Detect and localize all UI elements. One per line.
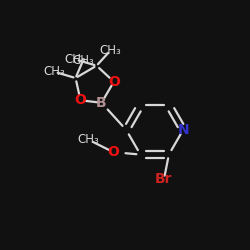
Text: CH₃: CH₃	[72, 54, 94, 67]
Text: O: O	[107, 145, 119, 159]
Text: Br: Br	[155, 172, 173, 186]
Text: B: B	[96, 96, 107, 110]
Text: CH₃: CH₃	[99, 44, 121, 57]
Text: O: O	[108, 75, 120, 89]
Text: CH₃: CH₃	[44, 65, 66, 78]
Text: CH₃: CH₃	[78, 133, 100, 146]
Text: CH₃: CH₃	[65, 53, 86, 66]
Text: O: O	[74, 93, 86, 107]
Text: N: N	[177, 123, 189, 137]
